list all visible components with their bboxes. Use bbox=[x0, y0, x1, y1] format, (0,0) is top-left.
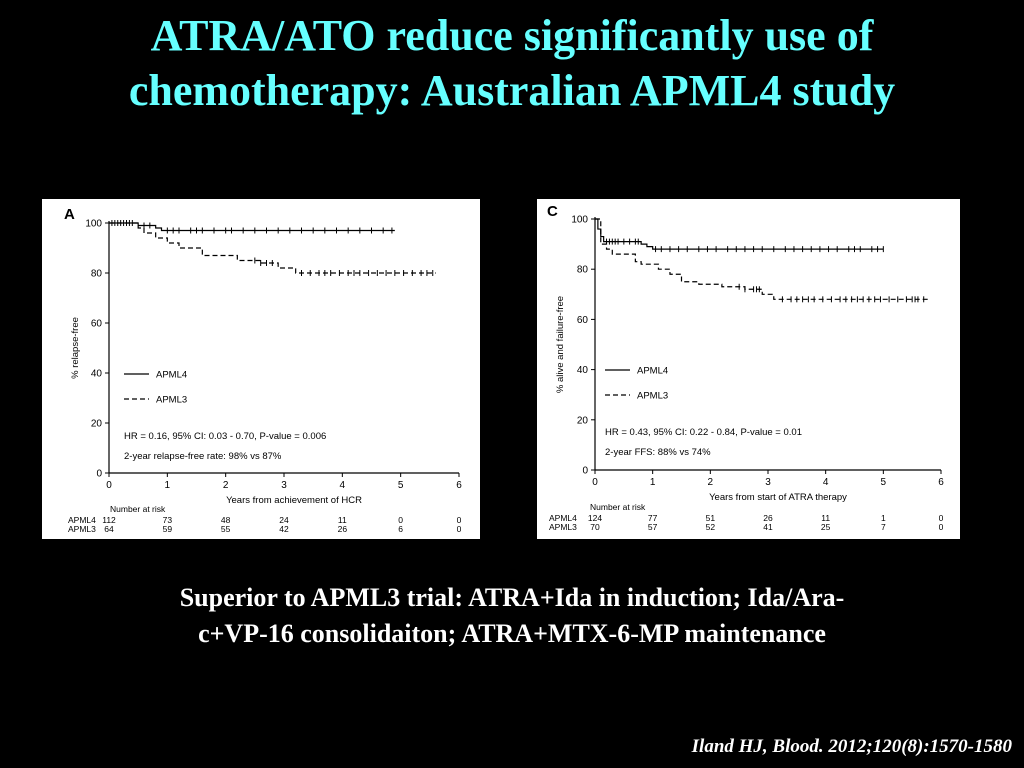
chart-a-x-tick-label: 5 bbox=[398, 480, 404, 491]
chart-c-series-line-apml3 bbox=[595, 218, 930, 300]
chart-c-risk-value: 0 bbox=[939, 522, 944, 532]
chart-c-x-tick-label: 4 bbox=[823, 477, 829, 488]
chart-a-series-line-apml3 bbox=[109, 222, 436, 274]
chart-a-risk-value: 0 bbox=[457, 515, 462, 525]
chart-a-risk-value: 26 bbox=[338, 524, 348, 534]
chart-c-legend-label-apml4: APML4 bbox=[637, 366, 668, 377]
chart-c-y-tick-label: 100 bbox=[571, 215, 588, 226]
chart-c-x-tick-label: 2 bbox=[708, 477, 714, 488]
chart-c-risk-value: 7 bbox=[881, 522, 886, 532]
chart-c-x-tick-label: 6 bbox=[938, 477, 944, 488]
chart-c-risk-row-label: APML3 bbox=[549, 522, 577, 532]
chart-c-x-tick-label: 0 bbox=[592, 477, 598, 488]
chart-a-x-tick-label: 1 bbox=[165, 480, 171, 491]
chart-c-risk-value: 26 bbox=[763, 513, 773, 523]
chart-c-risk-value: 25 bbox=[821, 522, 831, 532]
chart-a-legend-label-apml4: APML4 bbox=[156, 370, 187, 381]
chart-c-risk-value: 57 bbox=[648, 522, 658, 532]
chart-a-risk-value: 112 bbox=[102, 515, 116, 525]
chart-c-risk-row-label: APML4 bbox=[549, 513, 577, 523]
chart-c-x-tick-label: 3 bbox=[765, 477, 771, 488]
chart-c-risk-value: 51 bbox=[706, 513, 716, 523]
chart-a-risk-value: 0 bbox=[457, 524, 462, 534]
slide-subtitle-line-2: c+VP-16 consolidaiton; ATRA+MTX-6-MP mai… bbox=[198, 619, 826, 648]
chart-c-x-tick-label: 1 bbox=[650, 477, 656, 488]
chart-c-legend-label-apml3: APML3 bbox=[637, 391, 668, 402]
chart-a-x-tick-label: 3 bbox=[281, 480, 287, 491]
chart-a-panel-label: A bbox=[64, 206, 75, 223]
slide-title-line-2: chemotherapy: Australian APML4 study bbox=[128, 66, 896, 115]
chart-c-y-tick-label: 20 bbox=[577, 415, 589, 426]
chart-a-y-tick-label: 40 bbox=[91, 369, 103, 380]
chart-c-annotation: 2-year FFS: 88% vs 74% bbox=[605, 447, 711, 458]
chart-c-y-tick-label: 60 bbox=[577, 315, 589, 326]
slide-title: ATRA/ATO reduce significantly use of che… bbox=[0, 8, 1024, 118]
slide-subtitle-line-1: Superior to APML3 trial: ATRA+Ida in ind… bbox=[179, 583, 845, 612]
chart-a-risk-value: 55 bbox=[221, 524, 231, 534]
chart-a-risk-value: 59 bbox=[163, 524, 173, 534]
chart-a-risk-value: 73 bbox=[163, 515, 173, 525]
chart-a-risk-value: 64 bbox=[104, 524, 114, 534]
citation: Iland HJ, Blood. 2012;120(8):1570-1580 bbox=[691, 736, 1012, 757]
chart-a-legend-label-apml3: APML3 bbox=[156, 395, 187, 406]
chart-a-risk-row-label: APML4 bbox=[68, 515, 96, 525]
chart-a-risk-value: 0 bbox=[398, 515, 403, 525]
slide-title-line-1: ATRA/ATO reduce significantly use of bbox=[150, 11, 874, 60]
chart-a-x-tick-label: 6 bbox=[456, 480, 462, 491]
chart-a-risk-row-label: APML3 bbox=[68, 524, 96, 534]
chart-a-x-tick-label: 4 bbox=[340, 480, 346, 491]
chart-c-annotation: HR = 0.43, 95% CI: 0.22 - 0.84, P-value … bbox=[605, 427, 802, 438]
chart-a-annotation: 2-year relapse-free rate: 98% vs 87% bbox=[124, 451, 282, 462]
chart-c-risk-value: 41 bbox=[763, 522, 773, 532]
chart-c-risk-value: 52 bbox=[706, 522, 716, 532]
chart-c-risk-value: 0 bbox=[939, 513, 944, 523]
chart-c-risk-value: 77 bbox=[648, 513, 658, 523]
chart-c-risk-value: 70 bbox=[590, 522, 600, 532]
chart-a-y-tick-label: 60 bbox=[91, 319, 103, 330]
chart-a-annotation: HR = 0.16, 95% CI: 0.03 - 0.70, P-value … bbox=[124, 431, 326, 442]
chart-a-x-axis-label: Years from achievement of HCR bbox=[226, 495, 362, 506]
chart-c-x-axis-label: Years from start of ATRA therapy bbox=[709, 492, 847, 503]
chart-a-x-tick-label: 0 bbox=[106, 480, 112, 491]
chart-c-y-tick-label: 0 bbox=[582, 466, 588, 477]
chart-panel-a: A 0 20 40 60 80 100 0 1 2 3 4 5 6 Years from achieveme… bbox=[42, 199, 480, 539]
chart-c-risk-value: 1 bbox=[881, 513, 886, 523]
chart-c-y-axis-label: % alive and failure-free bbox=[555, 296, 566, 393]
chart-a-risk-value: 42 bbox=[279, 524, 289, 534]
chart-a-risk-table-header: Number at risk bbox=[110, 504, 166, 514]
chart-panel-c: C 0 20 40 60 80 100 0 1 2 3 4 5 6 Years from start of … bbox=[537, 199, 960, 539]
chart-a-series-line-apml4 bbox=[109, 222, 395, 232]
chart-a-y-axis-label: % relapse-free bbox=[70, 317, 81, 379]
chart-a-risk-value: 11 bbox=[338, 515, 347, 525]
chart-c-panel-label: C bbox=[547, 203, 558, 220]
chart-a-risk-value: 6 bbox=[398, 524, 403, 534]
chart-a-risk-value: 48 bbox=[221, 515, 231, 525]
chart-a-y-tick-label: 0 bbox=[96, 469, 102, 480]
chart-c-risk-value: 11 bbox=[821, 513, 830, 523]
chart-c-x-tick-label: 5 bbox=[881, 477, 887, 488]
chart-a-y-tick-label: 80 bbox=[91, 269, 103, 280]
chart-a-x-tick-label: 2 bbox=[223, 480, 229, 491]
chart-c-risk-value: 124 bbox=[588, 513, 602, 523]
chart-c-y-tick-label: 80 bbox=[577, 265, 589, 276]
chart-c-risk-table-header: Number at risk bbox=[590, 502, 646, 512]
chart-a-risk-value: 24 bbox=[279, 515, 289, 525]
chart-a-y-tick-label: 100 bbox=[85, 219, 102, 230]
slide-subtitle: Superior to APML3 trial: ATRA+Ida in ind… bbox=[0, 580, 1024, 652]
chart-c-y-tick-label: 40 bbox=[577, 365, 589, 376]
chart-a-y-tick-label: 20 bbox=[91, 419, 103, 430]
chart-c-series-line-apml4 bbox=[595, 218, 884, 250]
